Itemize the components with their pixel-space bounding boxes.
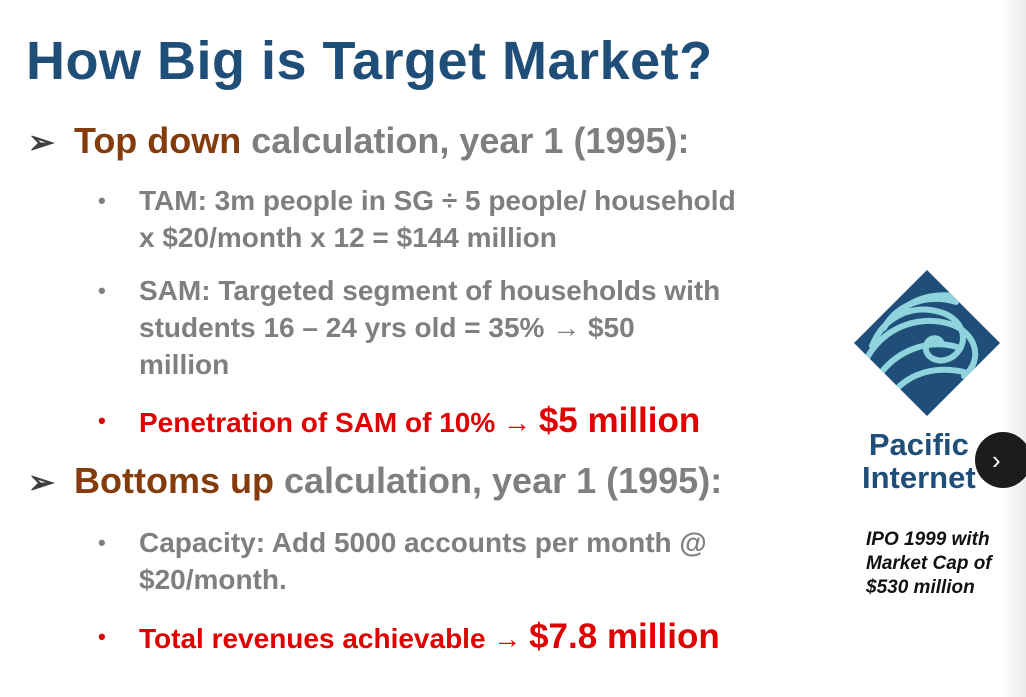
capacity-line-2: $20/month. <box>139 564 287 595</box>
bottoms-up-highlight: Bottoms up <box>74 460 274 501</box>
penetration-text: Penetration of SAM of 10% → $5 million <box>139 402 700 441</box>
tam-line-2: x $20/month x 12 = $144 million <box>139 222 557 253</box>
bullet-icon: • <box>98 188 106 213</box>
slide-title: How Big is Target Market? <box>26 31 713 91</box>
bullet-icon: • <box>98 624 106 649</box>
capacity-line-1: Capacity: Add 5000 accounts per month @ <box>139 527 707 558</box>
revenues-label: Total revenues achievable → <box>139 623 530 654</box>
bottoms-up-heading-rest: calculation, year 1 (1995): <box>273 460 723 501</box>
top-down-heading: ➢ Top down calculation, year 1 (1995): <box>28 120 690 162</box>
arrow-bullet-icon: ➢ <box>28 124 55 160</box>
caption-line-1: IPO 1999 with <box>866 529 990 550</box>
list-item-capacity: • Capacity: Add 5000 accounts per month … <box>98 524 707 598</box>
pacific-internet-logo-icon <box>854 270 1000 416</box>
sam-line-1: SAM: Targeted segment of households with <box>139 275 721 306</box>
tam-line-1: TAM: 3m people in SG ÷ 5 people/ househo… <box>139 185 736 216</box>
logo-wordmark: Pacific Internet <box>862 428 976 494</box>
penetration-label: Penetration of SAM of 10% → <box>139 407 539 438</box>
chevron-right-icon: › <box>992 445 1001 475</box>
caption-line-2: Market Cap of <box>866 553 992 574</box>
bottoms-up-heading: ➢ Bottoms up calculation, year 1 (1995): <box>28 460 722 502</box>
list-item-tam: • TAM: 3m people in SG ÷ 5 people/ house… <box>98 182 736 256</box>
revenues-amount: $7.8 million <box>529 617 720 656</box>
top-down-heading-rest: calculation, year 1 (1995): <box>241 120 690 161</box>
list-item-revenues: • Total revenues achievable → $7.8 milli… <box>98 618 720 657</box>
bullet-icon: • <box>98 278 106 303</box>
logo-line-2: Internet <box>862 460 976 495</box>
bullet-icon: • <box>98 530 106 555</box>
slide-edge-shadow <box>1000 0 1026 697</box>
penetration-amount: $5 million <box>538 401 701 440</box>
sam-line-3: million <box>139 349 230 380</box>
arrow-bullet-icon: ➢ <box>28 464 55 500</box>
top-down-highlight: Top down <box>74 120 242 161</box>
caption-line-3: $530 million <box>866 577 975 598</box>
logo-line-1: Pacific <box>868 427 969 462</box>
sam-line-2: students 16 – 24 yrs old = 35% → $50 <box>139 312 635 343</box>
bullet-icon: • <box>98 408 106 433</box>
list-item-sam: • SAM: Targeted segment of households wi… <box>98 272 720 383</box>
revenues-text: Total revenues achievable → $7.8 million <box>139 618 720 657</box>
ipo-caption: IPO 1999 with Market Cap of $530 million <box>866 528 992 600</box>
list-item-penetration: • Penetration of SAM of 10% → $5 million <box>98 402 700 441</box>
next-slide-button[interactable]: › <box>975 432 1026 488</box>
